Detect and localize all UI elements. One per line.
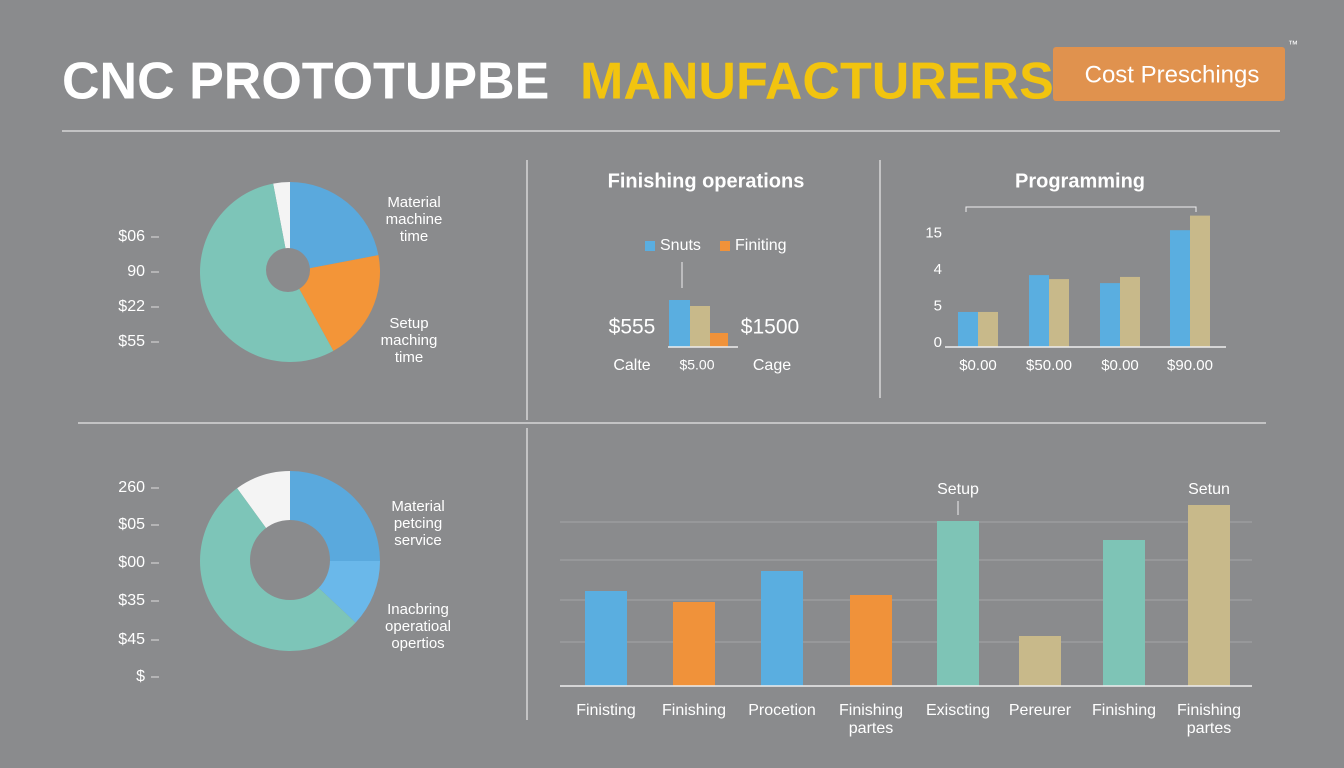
badge xyxy=(1053,47,1285,101)
pie-slice xyxy=(290,182,379,272)
x-tick-label: $0.00 xyxy=(1101,357,1139,374)
badge-text: Cost Preschings xyxy=(1085,61,1260,88)
bar xyxy=(1103,540,1145,686)
axis-label: Cage xyxy=(753,357,791,374)
x-tick-label: Pereurer xyxy=(1009,702,1072,719)
annotation: $555 xyxy=(609,316,656,339)
side-label: $22 xyxy=(118,298,145,315)
bar xyxy=(1049,279,1069,347)
bar xyxy=(690,306,710,347)
pie-hole xyxy=(250,520,330,600)
x-tick-label: $0.00 xyxy=(959,357,997,374)
pie-slice xyxy=(290,255,380,351)
legend-swatch xyxy=(645,241,655,251)
x-tick-label: Finishing xyxy=(662,702,726,719)
side-label: $06 xyxy=(118,228,145,245)
legend-label: Finiting xyxy=(735,237,787,254)
bar xyxy=(673,602,715,686)
bar xyxy=(958,311,978,347)
y-tick-label: 15 xyxy=(925,224,942,241)
bracket xyxy=(965,206,1197,212)
slice-label: Material machine time xyxy=(386,194,443,245)
slice-label: Inacbring operatioal opertios xyxy=(385,601,451,652)
bar xyxy=(1120,276,1140,347)
annotation: Setup xyxy=(937,481,979,498)
x-tick-label: Exiscting xyxy=(926,702,990,719)
bar xyxy=(710,333,728,347)
x-tick-label: Finishing xyxy=(1092,702,1156,719)
bar xyxy=(1188,505,1230,686)
bar xyxy=(850,595,892,686)
bar xyxy=(937,521,979,686)
slice-label: Material petcing service xyxy=(391,498,444,549)
bar xyxy=(1029,275,1049,347)
chart-title: Finishing operations xyxy=(608,170,805,192)
slice-label: Setup maching time xyxy=(381,315,438,366)
x-tick-label: $90.00 xyxy=(1167,357,1213,374)
chart-title: Programming xyxy=(1015,170,1145,192)
x-tick-label: Procetion xyxy=(748,702,816,719)
pie-hole xyxy=(266,248,310,292)
bar xyxy=(585,591,627,686)
legend-swatch xyxy=(720,241,730,251)
side-label: 90 xyxy=(127,263,145,280)
bar xyxy=(978,311,998,347)
bar xyxy=(1019,636,1061,686)
title-white: CNC PROTOTUPBE xyxy=(62,53,549,111)
side-label: $35 xyxy=(118,592,145,609)
y-tick-label: 0 xyxy=(934,334,942,351)
bar xyxy=(1190,215,1210,347)
side-label: $05 xyxy=(118,516,145,533)
x-tick-label: Finishing partes xyxy=(839,702,903,737)
side-label: $00 xyxy=(118,554,145,571)
x-tick-label: Finishing partes xyxy=(1177,702,1241,737)
bar xyxy=(669,300,690,347)
side-label: $55 xyxy=(118,333,145,350)
y-tick-label: 4 xyxy=(934,261,942,278)
y-tick-label: 5 xyxy=(934,297,942,314)
bar xyxy=(1100,283,1120,347)
bar xyxy=(1170,230,1190,347)
legend-label: Snuts xyxy=(660,237,701,254)
bar xyxy=(761,571,803,686)
x-tick-label: $50.00 xyxy=(1026,357,1072,374)
axis-label: Calte xyxy=(613,357,650,374)
x-tick-label: $5.00 xyxy=(679,357,714,373)
x-tick-label: Finisting xyxy=(576,702,636,719)
annotation: $1500 xyxy=(741,316,799,339)
trademark: ™ xyxy=(1288,40,1298,51)
side-label: 260 xyxy=(118,479,145,496)
annotation: Setun xyxy=(1188,481,1230,498)
title-yellow: MANUFACTURERS xyxy=(580,53,1054,111)
side-label: $ xyxy=(136,668,145,685)
dividers xyxy=(62,130,1280,720)
side-label: $45 xyxy=(118,631,145,648)
